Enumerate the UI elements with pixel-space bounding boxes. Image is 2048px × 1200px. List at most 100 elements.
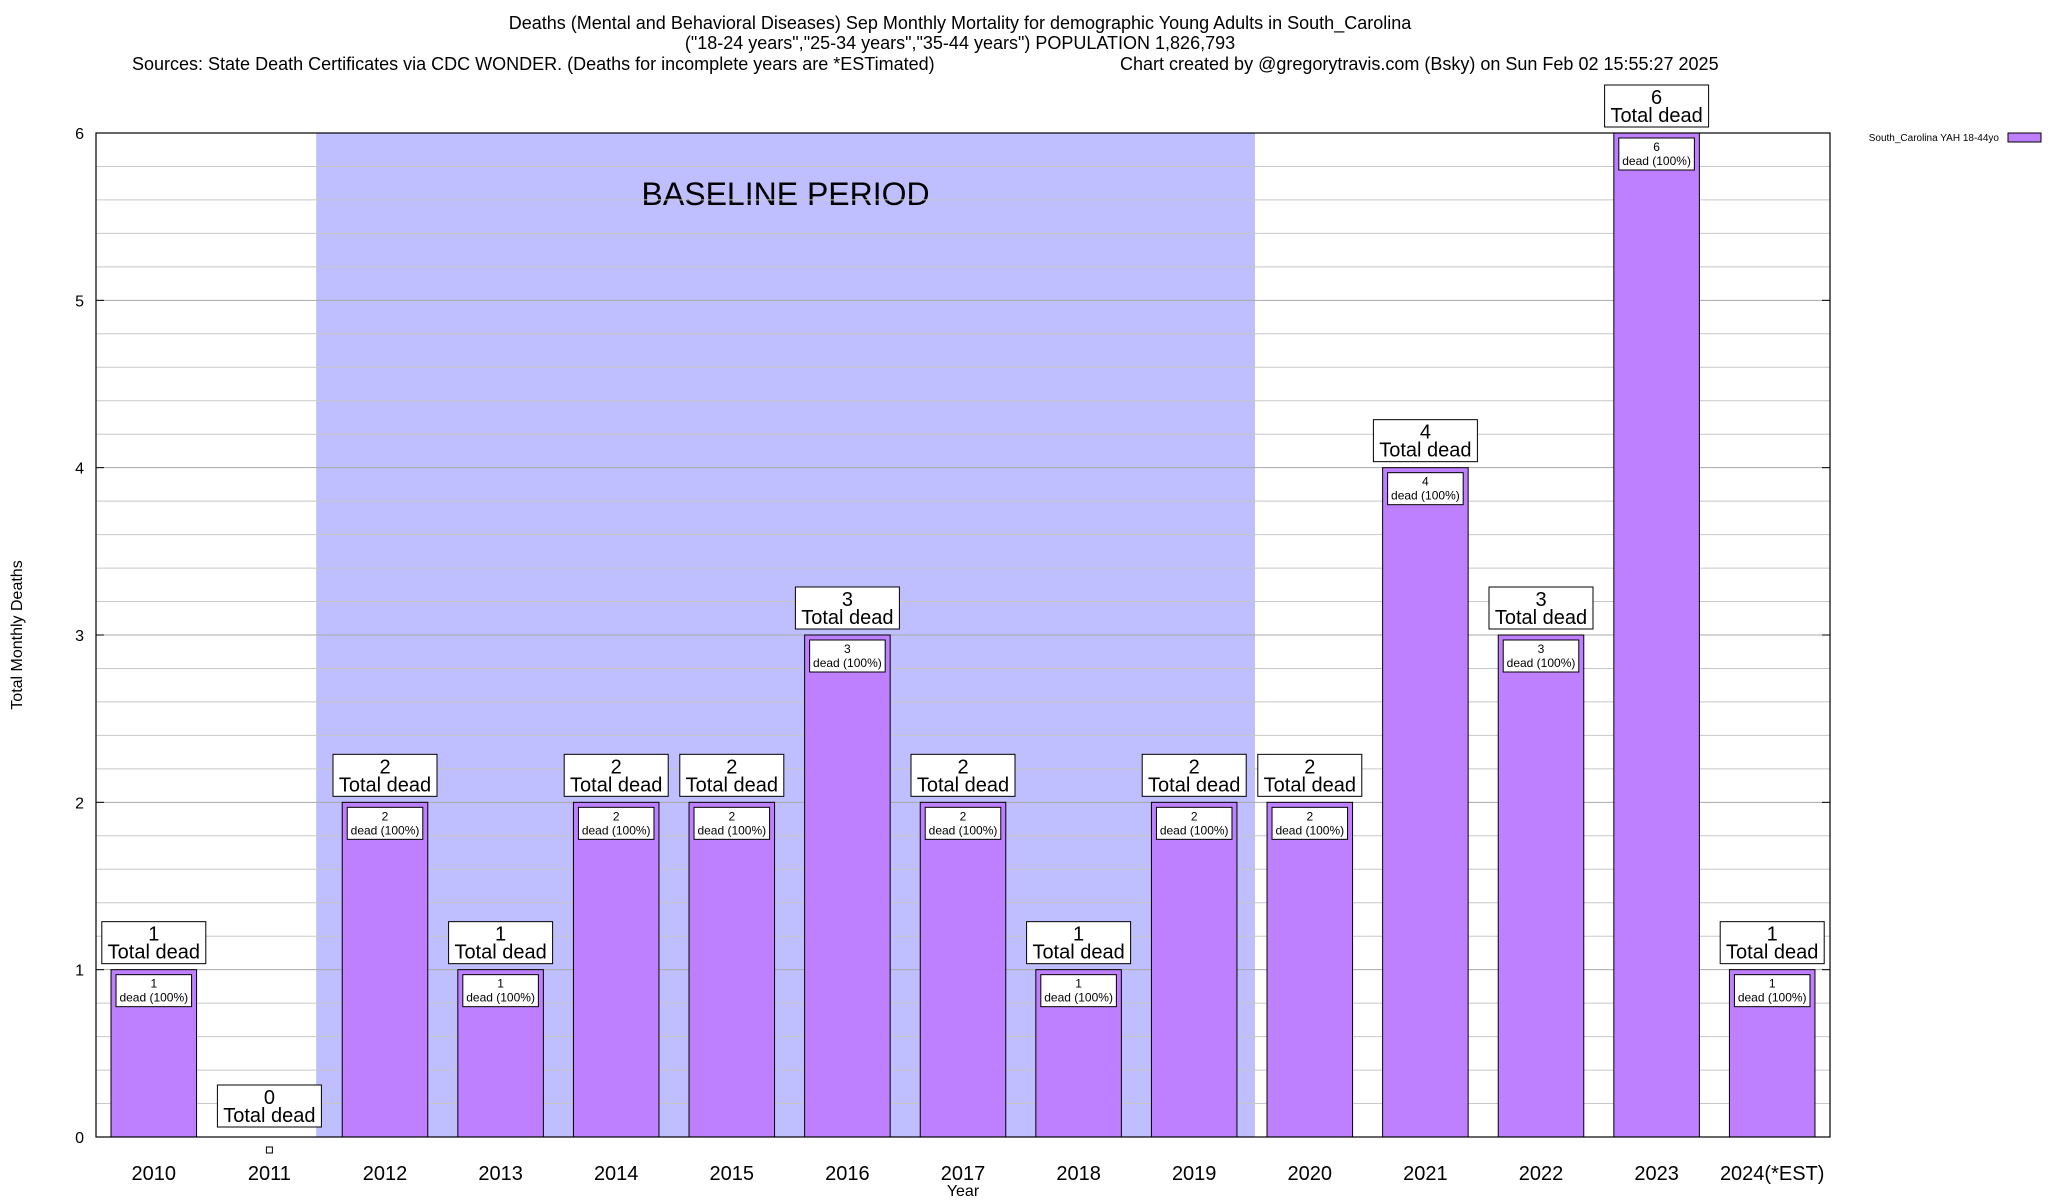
x-tick-label: 2011	[248, 1163, 291, 1185]
total-label-text: Total dead	[1264, 774, 1356, 796]
zero-point-marker	[265, 1146, 273, 1154]
bar-inner-percent: dead (100%)	[119, 991, 188, 1005]
bar-inner-count: 3	[1538, 642, 1545, 656]
total-label-count: 1	[1073, 924, 1084, 946]
x-tick-label: 2018	[1056, 1163, 1101, 1185]
x-tick-label: 2023	[1634, 1163, 1679, 1185]
total-label-box	[1372, 419, 1478, 463]
bar	[1382, 467, 1469, 1138]
total-label-box	[1719, 921, 1825, 965]
bar-inner-count: 1	[497, 977, 504, 991]
bar-inner-percent: dead (100%)	[1622, 154, 1691, 168]
total-label-text: Total dead	[570, 774, 662, 796]
total-label-box	[1604, 84, 1710, 128]
bar-inner-count: 2	[728, 809, 735, 823]
bar	[804, 634, 891, 1138]
total-label-box	[679, 753, 785, 797]
bar-inner-percent: dead (100%)	[1275, 823, 1344, 837]
bar-inner-label-box	[1271, 806, 1349, 840]
y-tick-label: 6	[75, 126, 84, 143]
bar-inner-percent: dead (100%)	[813, 656, 882, 670]
bar	[341, 801, 429, 1138]
bar	[688, 801, 776, 1138]
source-note: Sources: State Death Certificates via CD…	[132, 54, 935, 74]
bar	[1497, 634, 1585, 1138]
bar-inner-label-box	[462, 974, 539, 1008]
bar-inner-count: 2	[1306, 809, 1313, 823]
total-label-text: Total dead	[1495, 607, 1587, 629]
total-label-count: 2	[1189, 756, 1200, 778]
bar-inner-label-box	[1040, 974, 1117, 1008]
total-label-count: 0	[264, 1087, 275, 1109]
bar-inner-label-box	[1387, 472, 1464, 506]
total-label-text: Total dead	[1148, 774, 1240, 796]
x-tick-label: 2010	[132, 1163, 177, 1185]
bar	[1266, 801, 1354, 1138]
chart-credit: Chart created by @gregorytravis.com (Bsk…	[1120, 54, 1719, 74]
x-tick-label: 2014	[594, 1163, 639, 1185]
x-tick-label: 2015	[710, 1163, 755, 1185]
bar-inner-percent: dead (100%)	[351, 823, 420, 837]
total-label-count: 2	[379, 756, 390, 778]
total-label-text: Total dead	[1379, 440, 1471, 462]
total-label-count: 1	[148, 924, 159, 946]
total-label-text: Total dead	[801, 607, 893, 629]
bar-inner-label-box	[809, 639, 886, 673]
bar-inner-percent: dead (100%)	[697, 823, 766, 837]
total-label-count: 2	[1304, 756, 1315, 778]
bar-inner-percent: dead (100%)	[1391, 489, 1460, 503]
x-tick-label: 2024(*EST)	[1720, 1163, 1825, 1185]
bar-inner-label-box	[346, 806, 424, 840]
total-label-text: Total dead	[223, 1105, 315, 1127]
x-axis-label: Year	[947, 1183, 980, 1200]
bar-inner-label-box	[693, 806, 771, 840]
total-label-text: Total dead	[917, 774, 1009, 796]
baseline-label: BASELINE PERIOD	[642, 176, 930, 212]
chart-subtitle: ("18-24 years","25-34 years","35-44 year…	[684, 33, 1236, 53]
total-label-box	[448, 921, 554, 965]
bar-inner-count: 4	[1422, 475, 1429, 489]
total-label-box	[332, 753, 438, 797]
total-label-text: Total dead	[1032, 942, 1124, 964]
bar-inner-percent: dead (100%)	[1738, 991, 1807, 1005]
x-tick-label: 2022	[1519, 1163, 1564, 1185]
bar-inner-count: 3	[844, 642, 851, 656]
axes: 2010 2011 2012 2013 2014 2015 2016 2017 2018 2019…	[9, 126, 1831, 1200]
y-tick-label: 3	[75, 628, 84, 645]
legend-swatch	[2007, 132, 2042, 143]
bar-inner-count: 2	[613, 809, 620, 823]
bars	[110, 132, 1816, 1154]
total-label-text: Total dead	[108, 942, 200, 964]
total-label-box	[910, 753, 1016, 797]
total-label-box	[794, 586, 900, 630]
total-label-box	[1257, 753, 1363, 797]
legend: South_Carolina YAH 18-44yo	[1869, 132, 2042, 144]
total-label-count: 2	[957, 756, 968, 778]
total-label-text: Total dead	[1610, 105, 1702, 127]
bar-inner-label-box	[924, 806, 1002, 840]
bar-inner-percent: dead (100%)	[1044, 991, 1113, 1005]
bar-inner-count: 2	[960, 809, 967, 823]
chart-title: Deaths (Mental and Behavioral Diseases) …	[508, 13, 1412, 33]
total-label-count: 1	[495, 924, 506, 946]
y-tick-label: 1	[75, 963, 84, 980]
total-label-box	[1488, 586, 1594, 630]
y-axis-label: Total Monthly Deaths	[9, 560, 26, 709]
bar-inner-percent: dead (100%)	[1160, 823, 1229, 837]
total-label-count: 3	[1535, 589, 1546, 611]
total-label-text: Total dead	[454, 942, 546, 964]
legend-label: South_Carolina YAH 18-44yo	[1869, 133, 2000, 144]
bar-inner-label-box	[115, 974, 193, 1008]
total-label-text: Total dead	[1726, 942, 1818, 964]
bar	[919, 801, 1007, 1138]
total-label-box	[101, 921, 207, 965]
bar-inner-count: 2	[1191, 809, 1198, 823]
bar-inner-percent: dead (100%)	[582, 823, 651, 837]
x-tick-label: 2016	[825, 1163, 870, 1185]
total-label-count: 3	[842, 589, 853, 611]
total-label-count: 2	[611, 756, 622, 778]
total-label-box	[1026, 921, 1132, 965]
x-tick-label: 2019	[1172, 1163, 1217, 1185]
